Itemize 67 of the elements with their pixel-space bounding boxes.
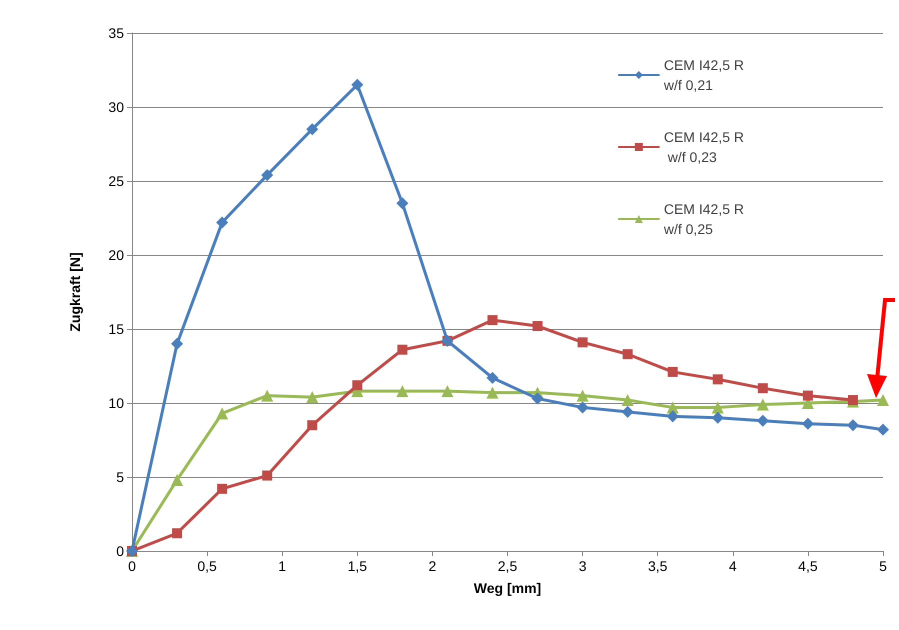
point xyxy=(396,197,408,210)
x-axis-title: Weg [mm] xyxy=(474,580,542,596)
point xyxy=(756,414,769,427)
point xyxy=(216,216,228,228)
point xyxy=(622,394,634,406)
y-tick-label: 35 xyxy=(108,25,124,41)
point xyxy=(576,390,589,402)
x-tick-label: 1 xyxy=(278,558,286,574)
point xyxy=(578,337,588,348)
x-tick-label: 0 xyxy=(128,558,136,574)
point xyxy=(262,470,272,481)
point xyxy=(217,484,228,494)
point xyxy=(261,390,274,402)
y-axis-title: Zugkraft [N] xyxy=(67,252,83,332)
y-tick-label: 25 xyxy=(108,173,124,189)
x-tick-label: 1,5 xyxy=(348,558,368,574)
point xyxy=(668,366,678,377)
point xyxy=(171,474,184,486)
y-tick-label: 10 xyxy=(108,395,124,411)
y-tick-label: 30 xyxy=(108,99,124,115)
y-tick-label: 15 xyxy=(108,321,124,337)
point xyxy=(171,338,184,350)
legend-label: CEM I42,5 R w/f 0,25 xyxy=(662,201,744,237)
point xyxy=(712,401,724,414)
point xyxy=(487,315,498,326)
x-tick-label: 2 xyxy=(428,558,436,574)
x-tick-label: 0,5 xyxy=(197,558,218,574)
point xyxy=(802,390,813,401)
point xyxy=(306,123,318,136)
point xyxy=(486,386,498,399)
y-tick-label: 5 xyxy=(116,469,124,485)
legend-label: CEM I42,5 R w/f 0,21 xyxy=(662,57,744,93)
y-tick-label: 20 xyxy=(108,247,124,263)
point xyxy=(441,385,454,398)
x-tick-label: 3,5 xyxy=(648,558,668,574)
point xyxy=(307,420,318,430)
point xyxy=(216,407,228,420)
point xyxy=(756,398,769,410)
x-tick-label: 2,5 xyxy=(498,558,518,574)
y-tick-label: 0 xyxy=(116,543,124,559)
x-tick-label: 5 xyxy=(879,558,888,574)
point xyxy=(666,410,679,422)
point xyxy=(351,78,364,91)
point xyxy=(622,349,633,360)
point xyxy=(397,344,408,355)
point xyxy=(486,372,498,384)
point xyxy=(802,418,814,430)
point xyxy=(758,383,768,394)
point xyxy=(532,321,543,332)
point xyxy=(261,169,274,182)
point xyxy=(877,394,889,406)
point xyxy=(622,406,634,418)
point xyxy=(877,424,889,436)
point xyxy=(846,419,859,432)
point xyxy=(396,385,408,398)
point xyxy=(532,392,544,405)
x-tick-label: 4 xyxy=(728,558,737,574)
x-tick-label: 3 xyxy=(578,558,587,574)
point xyxy=(576,401,589,414)
point xyxy=(712,374,723,384)
legend-label: CEM I42,5 R w/f 0,23 xyxy=(664,129,744,165)
point xyxy=(172,528,182,538)
point xyxy=(712,412,724,424)
x-tick-label: 4,5 xyxy=(798,558,818,574)
point xyxy=(352,380,362,390)
point xyxy=(306,391,318,404)
point xyxy=(848,395,858,406)
